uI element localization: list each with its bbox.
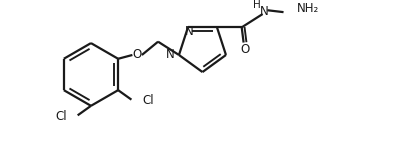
Text: O: O xyxy=(240,43,249,56)
Text: O: O xyxy=(132,49,142,61)
Text: NH₂: NH₂ xyxy=(297,2,319,15)
Text: Cl: Cl xyxy=(142,94,154,107)
Text: N: N xyxy=(166,49,174,61)
Text: Cl: Cl xyxy=(55,110,67,123)
Text: N: N xyxy=(260,5,269,18)
Text: N: N xyxy=(185,25,193,38)
Text: H: H xyxy=(253,0,261,10)
